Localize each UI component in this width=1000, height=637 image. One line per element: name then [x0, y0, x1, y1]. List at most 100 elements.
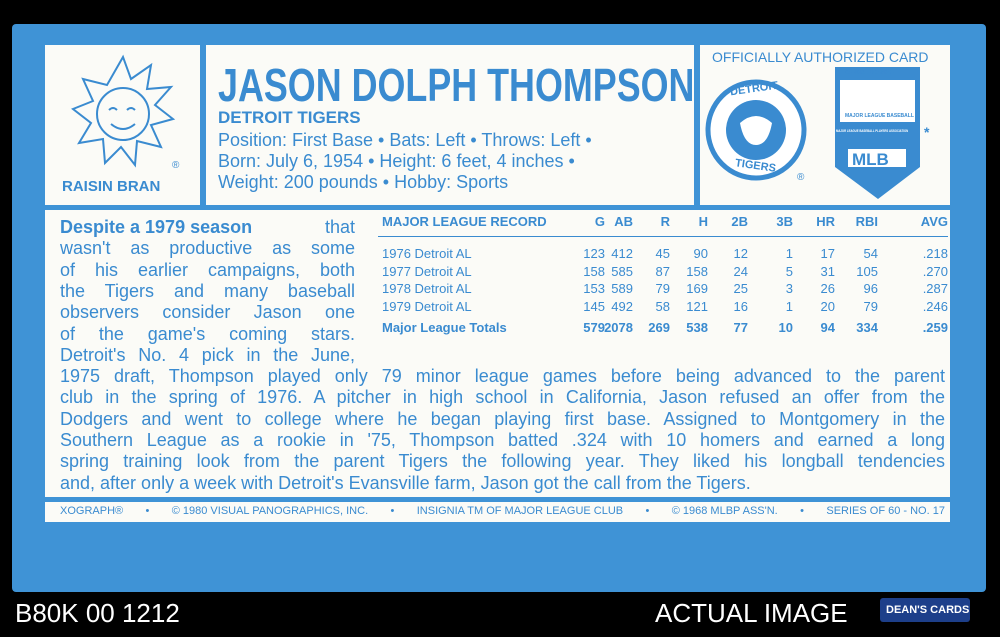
- divider: [200, 45, 206, 205]
- table-cell: 20: [820, 299, 835, 315]
- table-cell: 334: [856, 320, 878, 335]
- table-cell: 79: [655, 281, 670, 297]
- divider: [694, 45, 700, 205]
- table-cell: 2B: [731, 214, 748, 229]
- footer-part: •: [390, 505, 395, 517]
- blurb-line: club in the spring of 1976. A pitcher in…: [60, 387, 945, 408]
- footer-part: © 1980 VISUAL PANOGRAPHICS, INC.: [171, 505, 369, 517]
- table-cell: 269: [648, 320, 670, 335]
- table-cell: 145: [583, 299, 605, 315]
- table-cell: 54: [863, 246, 878, 261]
- team-name: DETROIT TIGERS: [218, 108, 361, 127]
- mlb-assoc: MAJOR LEAGUE BASEBALL PLAYERS ASSOCIATIO…: [836, 128, 909, 133]
- table-cell: 579: [583, 320, 605, 335]
- table-cell: 1977 Detroit AL: [382, 263, 472, 279]
- sponsor-mark: ®: [172, 160, 180, 171]
- caption-right: ACTUAL IMAGE: [655, 598, 848, 628]
- player-name: JASON DOLPH THOMPSON: [218, 59, 695, 111]
- table-cell: RBI: [855, 214, 878, 229]
- authorized-text: OFFICIALLY AUTHORIZED CARD: [712, 49, 929, 65]
- mlb-top: OFFICIAL LICENSEE: [845, 70, 895, 76]
- table-cell: 3B: [776, 214, 793, 229]
- table-cell: 1: [785, 299, 793, 315]
- table-cell: 25: [733, 281, 748, 297]
- table-rule: [378, 236, 948, 237]
- table-cell: 121: [686, 299, 708, 315]
- table-cell: 1978 Detroit AL: [382, 281, 472, 297]
- logos: [705, 67, 920, 199]
- table-cell: 26: [820, 281, 835, 297]
- table-cell: .287: [922, 281, 948, 297]
- table-cell: 87: [655, 263, 670, 279]
- blurb-line: the Tigers and many baseball: [60, 280, 355, 301]
- table-cell: 158: [686, 263, 708, 279]
- blurb-text: that: [324, 217, 355, 237]
- table-cell: 79: [863, 299, 878, 315]
- footer: XOGRAPH® • © 1980 VISUAL PANOGRAPHICS, INC…: [60, 505, 945, 517]
- table-cell: 58: [655, 299, 670, 315]
- table-cell: 31: [820, 263, 835, 279]
- table-cell: AB: [614, 214, 633, 229]
- table-cell: .246: [922, 299, 948, 315]
- caption-left: B80K 00 1212: [15, 598, 180, 628]
- blurb-line: Southern League as a rookie in '75, Thom…: [60, 430, 945, 450]
- table-cell: 585: [611, 263, 633, 279]
- table-cell: 96: [863, 281, 878, 297]
- blurb-line: spring training look from the parent Tig…: [60, 451, 945, 472]
- table-cell: .270: [922, 263, 948, 279]
- table-cell: G: [594, 214, 605, 229]
- table-cell: 12: [733, 246, 748, 261]
- table-cell: 3: [785, 281, 793, 297]
- table-cell: 169: [686, 281, 708, 297]
- table-cell: 123: [583, 246, 605, 261]
- table-cell: 1976 Detroit AL: [382, 246, 472, 261]
- blurb-lead: Despite a 1979 season: [60, 217, 253, 237]
- blurb-line: Despite a 1979 season that: [60, 217, 355, 238]
- table-cell: 158: [583, 263, 605, 279]
- table-cell: 45: [655, 246, 670, 261]
- bio-line: Position: First Base • Bats: Left • Thro…: [218, 130, 592, 150]
- table-cell: H: [698, 214, 708, 229]
- footer-part: © 1968 MLBP ASS'N.: [671, 505, 778, 517]
- dean-logo-bg: [880, 598, 970, 622]
- bio-line: Weight: 200 pounds • Hobby: Sports: [218, 172, 509, 192]
- mlb-star: *: [924, 124, 930, 140]
- sponsor-brand: RAISIN BRAN: [62, 178, 161, 195]
- table-cell: 492: [611, 299, 633, 315]
- blurb-line: 1975 draft, Thompson played only 79 mino…: [60, 366, 945, 387]
- table-cell: 1: [785, 246, 793, 261]
- table-cell: 1979 Detroit AL: [382, 299, 472, 315]
- table-cell: 105: [856, 263, 878, 279]
- blurb-line: wasn't as productive as some: [60, 238, 355, 259]
- footer-part: •: [145, 505, 150, 517]
- footer-part: •: [800, 505, 804, 517]
- footer-part: XOGRAPH®: [60, 505, 124, 517]
- table-cell: MAJOR LEAGUE RECORD: [382, 214, 547, 229]
- blurb-line: observers consider Jason one: [60, 302, 355, 323]
- footer-part: SERIES OF 60 - NO. 17: [826, 505, 945, 517]
- table-cell: 2078: [604, 320, 633, 335]
- dean-logo: DEAN'S CARDS: [886, 604, 970, 616]
- table-cell: 17: [820, 246, 835, 261]
- mlb-mid: MAJOR LEAGUE BASEBALL: [845, 113, 914, 119]
- table-cell: AVG: [920, 214, 948, 229]
- blurb-line: Detroit's No. 4 pick in the June,: [60, 344, 355, 365]
- table-cell: 538: [686, 320, 708, 335]
- table-cell: .218: [922, 246, 948, 261]
- blurb-line: of his earlier campaigns, both: [60, 259, 355, 280]
- mlb-letters: MLB: [852, 150, 889, 169]
- blurb-line: of the game's coming stars.: [60, 323, 355, 344]
- sun-logo: [71, 54, 176, 168]
- table-cell: 77: [733, 320, 748, 335]
- blurb-line: and, after only a week with Detroit's Ev…: [60, 472, 751, 493]
- table-cell: Major League Totals: [382, 320, 507, 335]
- table-cell: 5: [785, 263, 793, 279]
- table-cell: 10: [778, 320, 793, 335]
- blurb-line: Dodgers and went to college where he beg…: [60, 408, 945, 429]
- table-cell: R: [660, 214, 670, 229]
- table-cell: 90: [693, 246, 708, 261]
- table-cell: 412: [611, 246, 633, 261]
- footer-part: •: [645, 505, 650, 517]
- bio-line: Born: July 6, 1954 • Height: 6 feet, 4 i…: [218, 151, 575, 171]
- table-cell: 153: [583, 281, 605, 297]
